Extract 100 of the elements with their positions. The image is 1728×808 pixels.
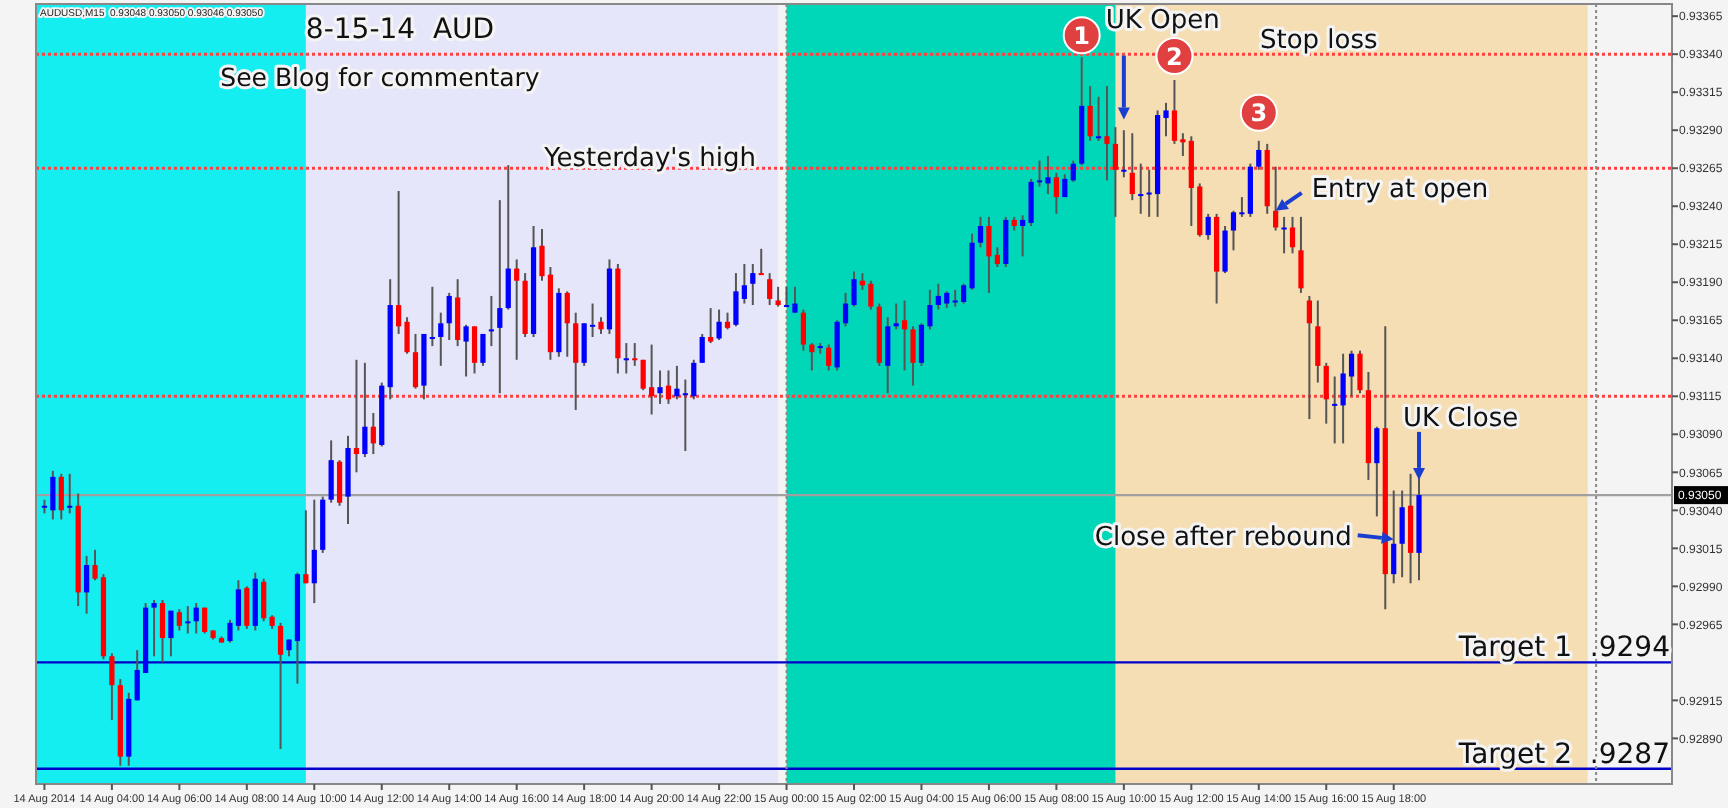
candlestick [159,599,166,664]
ref-line-label: Target 1 .9294 [1456,632,1671,665]
candlestick [438,311,444,367]
candlestick [691,358,697,401]
candlestick [826,343,832,372]
candlestick [901,299,908,372]
candlestick [783,285,790,308]
candlestick [986,215,992,294]
candlestick [311,498,317,605]
candlestick [168,609,174,658]
annotation: 2 [1166,42,1183,71]
annotation: Entry at open [1311,174,1489,205]
candlestick [1256,139,1262,171]
candlestick [370,412,376,456]
candlestick [176,608,182,632]
candlestick [868,279,874,311]
annotation: 1 [1073,21,1091,50]
candlestick [885,316,891,395]
candlestick [353,358,360,474]
candlestick [480,332,486,367]
candlestick [1129,132,1135,202]
candlestick [151,599,157,658]
candlestick [1374,425,1380,518]
candlestick [1045,155,1051,196]
candlestick [252,571,258,632]
candlestick [977,215,984,249]
candlestick [463,323,469,378]
candlestick [1171,79,1178,145]
candlestick [362,361,368,459]
candlestick [792,285,798,314]
candlestick [1340,352,1346,445]
candlestick [244,585,250,630]
candlestick [767,272,773,307]
candlestick [1348,349,1355,398]
candlestick [952,288,958,308]
candlestick [1087,85,1093,142]
candlestick [674,364,680,401]
candlestick [471,325,478,375]
candlestick [1003,215,1009,269]
candlestick [573,311,579,411]
candlestick [58,472,64,521]
candlestick [446,291,452,342]
candlestick [1323,361,1329,425]
ref-line-label: Target 2 .9287 [1456,738,1670,771]
candlestick [708,307,714,345]
candlestick [648,343,655,416]
candlestick [497,199,503,395]
candlestick [775,285,781,308]
candlestick [505,164,511,311]
candlestick [1281,215,1287,255]
candlestick [1188,135,1194,227]
candlestick [1230,209,1237,252]
candlestick [455,278,461,348]
candlestick [303,509,309,585]
candlestick [193,602,199,635]
candlestick [935,282,941,311]
annotation: 3 [1250,99,1268,128]
candlestick [514,258,520,361]
candlestick [733,272,739,328]
candlestick [564,290,570,358]
candlestick [1332,375,1338,445]
candlestick [1273,165,1279,232]
candlestick [1070,159,1076,183]
candlestick [910,325,916,387]
candlestick [657,369,663,405]
candlestick [328,439,334,504]
candlestick [1112,126,1119,218]
candlestick [758,247,764,276]
candlestick [67,472,73,515]
candlestick [50,469,56,521]
candlestick [412,332,419,390]
candlestick [1399,489,1405,579]
candlestick [1289,215,1296,255]
chart-title: 8-15-14 AUD [305,14,495,46]
candlestick [1036,159,1043,188]
candlestick [1247,162,1253,218]
candlestick [1298,215,1304,294]
annotation: UK Close [1403,403,1519,434]
candlestick [1407,472,1414,585]
candlestick [1315,299,1321,384]
candlestick [261,577,267,623]
candlestick [750,263,756,307]
candlestick [488,294,494,348]
candlestick [1104,85,1110,182]
candlestick [581,322,587,367]
candlestick [202,606,208,635]
candlestick [665,369,672,405]
candlestick [800,308,807,352]
ref-line-label: Yesterday's high [542,144,756,175]
candlestick [1205,212,1211,241]
candlestick [640,358,646,392]
candlestick [1357,349,1363,395]
candlestick [1138,162,1144,215]
candlestick [716,308,722,342]
candlestick [83,554,90,615]
candlestick [699,332,705,364]
candlestick [1306,294,1312,421]
candlestick [185,605,191,635]
candlestick [109,652,115,722]
candlestick [1095,95,1102,142]
